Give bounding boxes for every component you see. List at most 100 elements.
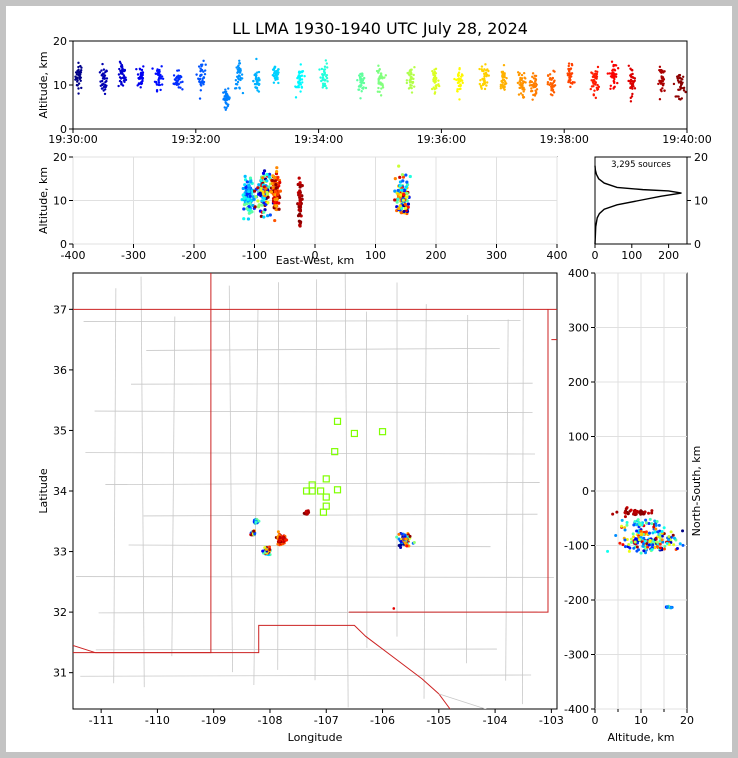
source-point: [643, 510, 647, 514]
source-point: [667, 538, 671, 542]
source-point: [101, 79, 104, 83]
source-point: [637, 521, 641, 525]
source-point: [612, 87, 615, 90]
y-tick-label: 200: [568, 376, 589, 389]
source-point: [254, 77, 258, 81]
county-line: [466, 314, 469, 664]
source-point: [383, 76, 386, 79]
source-point: [521, 86, 525, 90]
x-tick-label: 0: [592, 249, 599, 262]
source-point: [681, 78, 684, 81]
source-point: [119, 72, 123, 75]
source-point: [325, 76, 329, 80]
source-point: [520, 73, 524, 77]
source-point: [276, 73, 280, 76]
source-point: [679, 86, 683, 90]
source-point: [530, 87, 533, 90]
source-point: [412, 85, 416, 88]
source-point: [242, 207, 246, 211]
source-point: [642, 542, 646, 546]
county-line: [76, 576, 554, 578]
source-point: [359, 97, 362, 100]
source-point: [98, 71, 102, 74]
source-point: [634, 537, 638, 541]
y-tick-label: 100: [568, 431, 589, 444]
source-point: [248, 194, 252, 198]
source-point: [590, 79, 593, 82]
source-point: [551, 82, 554, 85]
source-point: [225, 106, 228, 110]
county-line: [521, 273, 524, 705]
source-point: [533, 94, 537, 97]
source-point: [672, 536, 676, 540]
source-point: [159, 73, 162, 77]
source-point: [118, 60, 122, 64]
source-point: [395, 200, 399, 204]
source-point: [199, 89, 203, 92]
source-point: [484, 63, 487, 66]
source-point: [596, 65, 600, 69]
source-point: [381, 86, 385, 89]
source-point: [636, 518, 640, 522]
source-point: [480, 87, 483, 90]
source-point: [661, 76, 665, 79]
source-point: [319, 76, 322, 79]
source-point: [393, 189, 397, 193]
source-point: [678, 80, 682, 84]
source-point: [669, 535, 673, 539]
source-point: [100, 69, 103, 72]
source-point: [281, 536, 285, 540]
source-point: [305, 512, 309, 516]
source-point: [409, 79, 412, 83]
source-point: [660, 538, 664, 542]
x-tick-label: 0: [592, 714, 599, 727]
source-point: [123, 80, 126, 84]
source-point: [256, 186, 260, 190]
source-point: [609, 75, 613, 78]
source-point: [519, 78, 522, 81]
source-point: [197, 65, 201, 68]
source-point: [260, 203, 264, 207]
source-point: [296, 85, 299, 89]
source-point: [77, 92, 80, 95]
source-point: [679, 84, 683, 87]
source-point: [676, 79, 680, 82]
source-point: [224, 94, 227, 97]
station-marker: [378, 428, 387, 436]
source-point: [627, 543, 631, 547]
source-point: [384, 74, 388, 77]
source-point: [639, 509, 643, 513]
source-point: [255, 57, 258, 61]
source-point: [202, 59, 205, 63]
source-point: [245, 207, 249, 211]
x-tick-label: -109: [201, 714, 226, 727]
source-point: [326, 80, 329, 83]
source-point: [272, 81, 276, 84]
x-tick-label: -111: [89, 714, 114, 727]
source-point: [297, 219, 301, 223]
source-point: [628, 79, 631, 83]
source-point: [660, 529, 664, 533]
source-point: [303, 74, 306, 78]
source-point: [257, 90, 261, 93]
source-point: [245, 192, 249, 196]
source-point: [160, 65, 163, 68]
source-point: [254, 520, 258, 524]
source-point: [616, 81, 619, 85]
source-point: [361, 87, 365, 90]
source-point: [203, 69, 207, 72]
source-point: [682, 89, 686, 92]
source-point: [595, 72, 599, 76]
source-point: [246, 217, 251, 221]
source-point: [117, 73, 121, 76]
source-point: [534, 74, 538, 78]
source-point: [610, 60, 614, 63]
source-point: [614, 533, 618, 537]
source-point: [273, 179, 277, 183]
source-point: [172, 74, 176, 77]
x-tick-label: 19:30:00: [48, 133, 97, 146]
source-point: [274, 183, 278, 187]
source-point: [632, 523, 636, 527]
y-tick-label: -100: [564, 540, 589, 553]
